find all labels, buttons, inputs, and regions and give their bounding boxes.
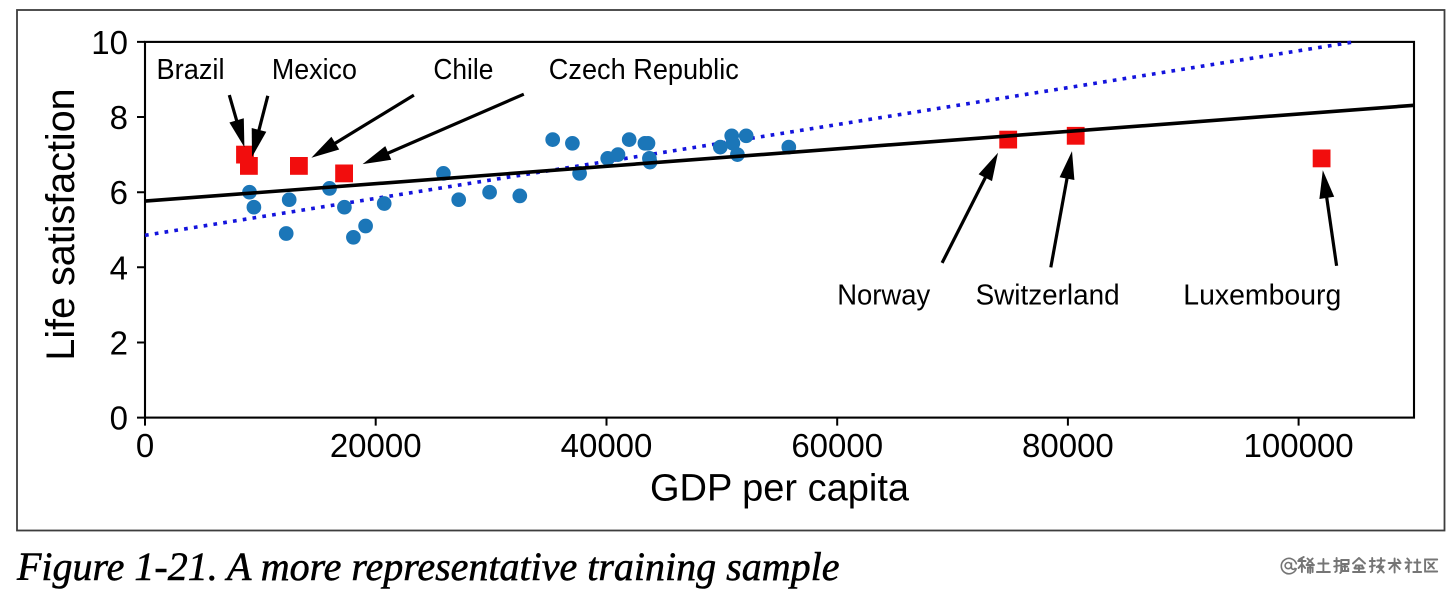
svg-text:Czech Republic: Czech Republic — [549, 54, 739, 86]
svg-text:8: 8 — [110, 99, 128, 136]
svg-text:6: 6 — [110, 174, 128, 211]
svg-text:Mexico: Mexico — [272, 54, 357, 86]
svg-text:10: 10 — [91, 24, 128, 61]
svg-text:Life satisfaction: Life satisfaction — [39, 88, 83, 360]
svg-text:0: 0 — [110, 400, 128, 437]
svg-text:60000: 60000 — [791, 427, 883, 464]
svg-text:GDP per capita: GDP per capita — [650, 468, 910, 510]
svg-text:4: 4 — [110, 249, 128, 286]
svg-text:Brazil: Brazil — [157, 54, 225, 86]
svg-text:Switzerland: Switzerland — [976, 280, 1120, 312]
svg-text:Luxembourg: Luxembourg — [1183, 280, 1341, 312]
svg-text:2: 2 — [110, 325, 128, 362]
svg-text:20000: 20000 — [330, 427, 422, 464]
svg-text:40000: 40000 — [561, 427, 653, 464]
svg-text:100000: 100000 — [1244, 427, 1354, 464]
svg-text:0: 0 — [136, 427, 154, 464]
svg-text:Figure 1-21. A more representa: Figure 1-21. A more representative train… — [16, 544, 839, 589]
svg-text:Norway: Norway — [837, 280, 931, 312]
svg-text:80000: 80000 — [1022, 427, 1114, 464]
svg-text:Chile: Chile — [433, 54, 493, 86]
